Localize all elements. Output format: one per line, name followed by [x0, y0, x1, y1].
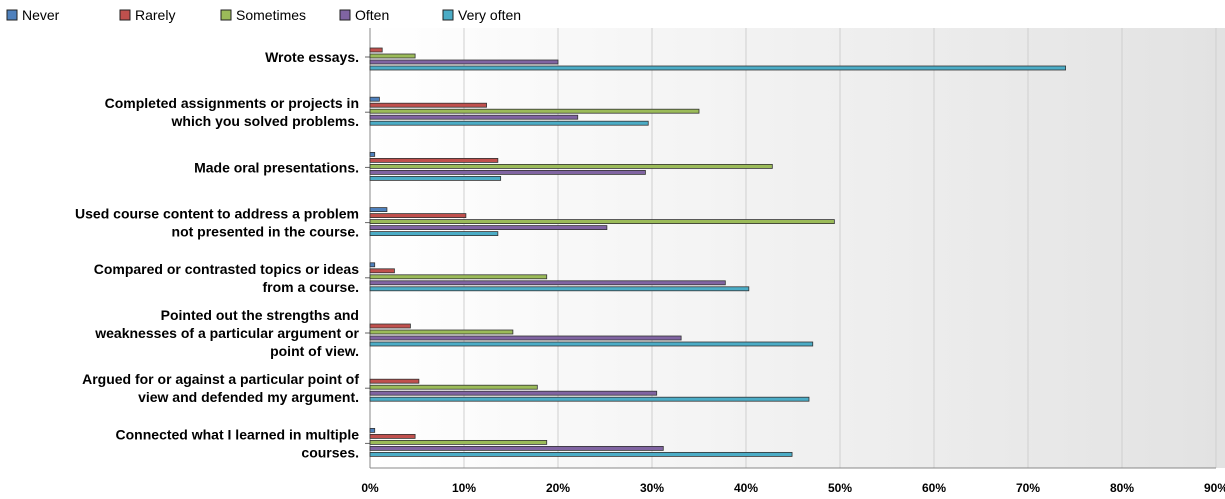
legend-swatch: [442, 9, 454, 21]
legend-label: Rarely: [135, 7, 175, 23]
category-label: Pointed out the strengths and: [161, 307, 359, 323]
category-label: point of view.: [270, 343, 359, 359]
legend-label: Never: [22, 7, 60, 23]
category-label: courses.: [301, 444, 359, 460]
gridlines: [463, 28, 1217, 468]
legend-label: Sometimes: [236, 7, 306, 23]
bar-often: [369, 280, 726, 286]
bar-very-often: [369, 286, 750, 292]
bar-rarely: [369, 378, 420, 384]
bar-never: [369, 262, 376, 268]
category-label: Made oral presentations.: [194, 159, 359, 175]
bar-rarely: [369, 323, 411, 329]
bar-rarely: [369, 157, 499, 163]
category-label: from a course.: [263, 279, 359, 295]
bar-often: [369, 59, 559, 65]
bar-often: [369, 225, 608, 231]
bar-never: [369, 151, 376, 157]
x-tick-label: 80%: [1110, 481, 1134, 495]
category-label: Used course content to address a problem: [75, 206, 359, 222]
bar-sometimes: [369, 329, 514, 335]
bar-often: [369, 445, 664, 451]
bar-very-often: [369, 231, 499, 237]
bar-sometimes: [369, 108, 700, 114]
bar-sometimes: [369, 274, 548, 280]
x-tick-label: 20%: [546, 481, 570, 495]
legend-swatch: [339, 9, 351, 21]
bar-sometimes: [369, 53, 416, 59]
x-tick-label: 30%: [640, 481, 664, 495]
category-label: Argued for or against a particular point…: [82, 371, 359, 387]
x-tick-label: 70%: [1016, 481, 1040, 495]
x-tick-label: 50%: [828, 481, 852, 495]
bar-very-often: [369, 396, 810, 402]
legend-swatch: [119, 9, 131, 21]
bar-never: [369, 427, 376, 433]
category-label: Compared or contrasted topics or ideas: [94, 261, 359, 277]
category-label: view and defended my argument.: [138, 389, 359, 405]
bar-rarely: [369, 213, 467, 219]
bar-sometimes: [369, 219, 835, 225]
bar-very-often: [369, 120, 649, 126]
bar-very-often: [369, 341, 814, 347]
x-tick-labels: 0% 10% 20% 30% 40% 50% 60% 70% 80% 90%: [361, 481, 1225, 495]
category-label: not presented in the course.: [172, 224, 359, 240]
bar-sometimes: [369, 163, 773, 169]
category-label: Wrote essays.: [265, 49, 359, 65]
category-labels: Wrote essays. Completed assignments or pr…: [75, 49, 360, 460]
x-tick-label: 0%: [361, 481, 379, 495]
category-label: which you solved problems.: [171, 113, 359, 129]
x-tick-label: 90%: [1204, 481, 1225, 495]
bar-often: [369, 335, 682, 341]
bar-very-often: [369, 175, 502, 181]
bar-often: [369, 390, 658, 396]
bar-never: [369, 96, 380, 102]
bar-often: [369, 169, 646, 175]
x-tick-label: 60%: [922, 481, 946, 495]
legend: Never Rarely Sometimes Often Very often: [6, 7, 521, 23]
x-tick-label: 40%: [734, 481, 758, 495]
legend-label: Often: [355, 7, 389, 23]
bar-very-often: [369, 451, 793, 457]
category-label: Connected what I learned in multiple: [116, 426, 360, 442]
legend-label: Very often: [458, 7, 521, 23]
bar-rarely: [369, 433, 416, 439]
bar-very-often: [369, 65, 1066, 71]
bar-rarely: [369, 102, 487, 108]
plot-area: [370, 28, 1225, 468]
bars-group: [369, 47, 1066, 457]
category-label: weaknesses of a particular argument or: [94, 325, 359, 341]
legend-swatch: [220, 9, 232, 21]
bar-rarely: [369, 268, 395, 274]
bar-never: [369, 207, 388, 213]
bar-rarely: [369, 47, 383, 53]
category-label: Completed assignments or projects in: [105, 95, 359, 111]
bar-sometimes: [369, 384, 538, 390]
legend-swatch: [6, 9, 18, 21]
x-tick-label: 10%: [452, 481, 476, 495]
bar-sometimes: [369, 439, 548, 445]
bar-often: [369, 114, 579, 120]
